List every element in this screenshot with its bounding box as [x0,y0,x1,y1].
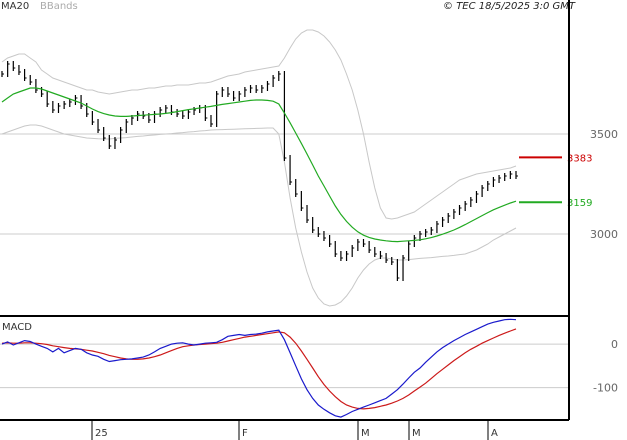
x-tick-label: F [242,428,248,439]
x-axis: 25 F M A M [91,420,498,440]
bbands-lower-line [1,124,517,307]
macd-tick-label: 0 [611,338,618,351]
price-tick-label: 3000 [590,228,618,241]
y-axis: 3000 3500 0 -100 [590,128,618,395]
ma20-line [1,87,517,243]
bbands-legend-label: BBands [40,1,78,12]
macd-title: MACD [2,322,32,333]
macd-line [1,318,517,418]
macd-grid [0,343,569,389]
source-label: © TEC 18/5/2025 3:0 GMT [443,1,576,12]
price-tick-label: 3500 [590,128,618,141]
ma20-legend-label: MA20 [1,1,29,12]
x-tick-label: M [361,428,370,439]
macd-signal-line [1,328,517,410]
resistance-level-label: 3383 [567,153,592,164]
support-level-label: 3159 [567,198,592,209]
x-tick-label: 25 [95,428,108,439]
x-tick-label: M [412,428,421,439]
x-tick-label: A [491,428,498,439]
macd-tick-label: -100 [593,382,618,395]
bbands-upper-line [1,29,517,220]
price-levels: 3383 3159 [519,153,592,209]
macd-plot [1,318,517,418]
price-plot [1,29,518,307]
